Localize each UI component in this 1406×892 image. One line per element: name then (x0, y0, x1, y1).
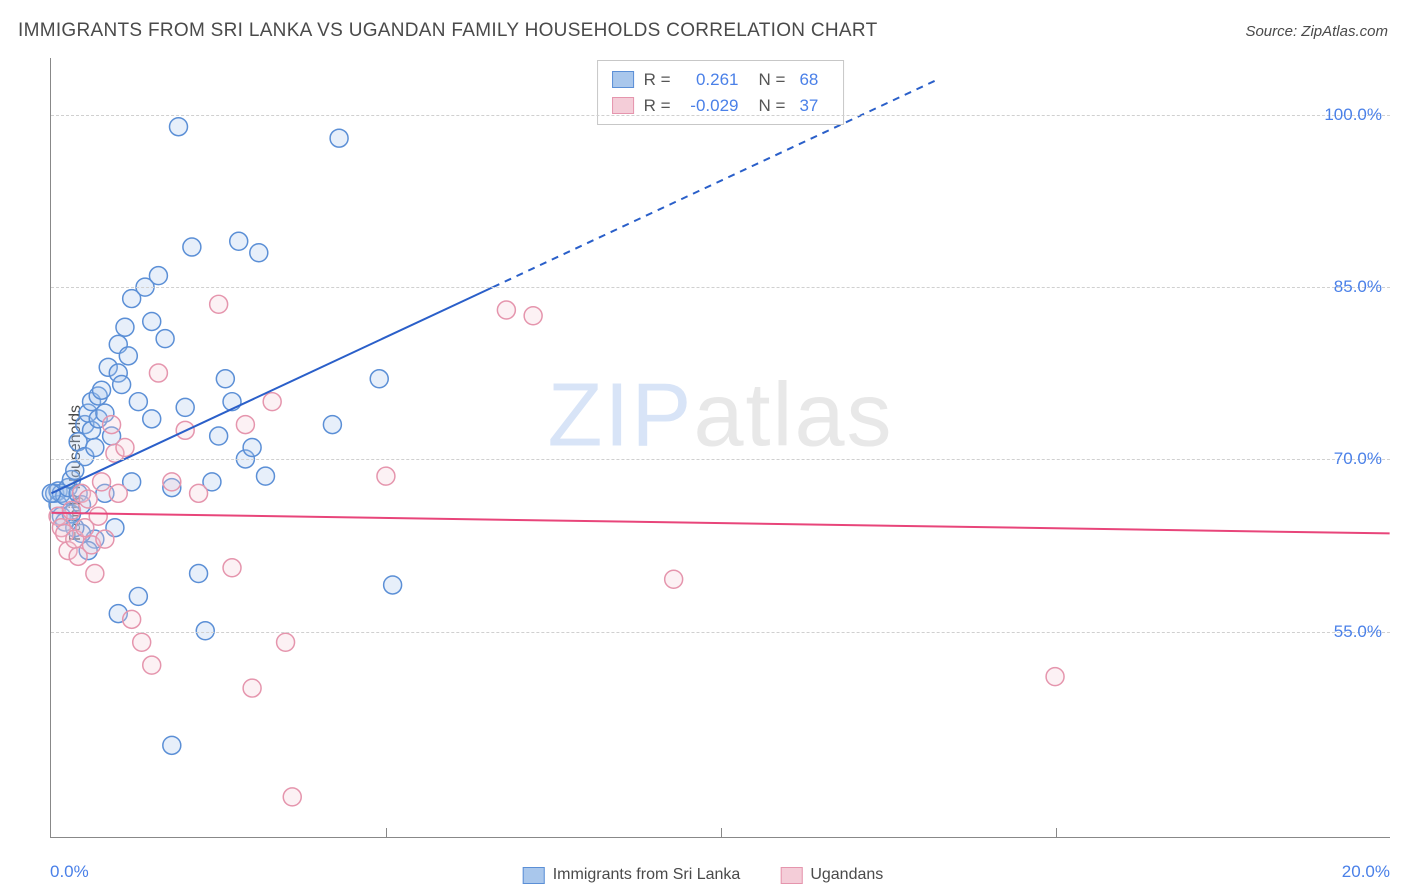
gridline (51, 115, 1390, 116)
data-point (113, 376, 131, 394)
x-tick-label: 20.0% (1342, 862, 1390, 882)
data-point (123, 610, 141, 628)
gridline (51, 287, 1390, 288)
y-tick-label: 100.0% (1324, 105, 1382, 125)
data-point (263, 393, 281, 411)
data-point (109, 484, 127, 502)
data-point (230, 232, 248, 250)
data-point (163, 473, 181, 491)
stat-n-value: 37 (799, 93, 829, 119)
data-point (149, 364, 167, 382)
bottom-legend-item: Immigrants from Sri Lanka (523, 866, 741, 884)
data-point (223, 559, 241, 577)
gridline (51, 459, 1390, 460)
legend-swatch (612, 97, 634, 114)
chart-container: Family Households ZIPatlas R =0.261N =68… (0, 58, 1406, 888)
stat-r-label: R = (644, 67, 671, 93)
y-tick-label: 70.0% (1334, 449, 1382, 469)
data-point (129, 587, 147, 605)
y-tick-label: 55.0% (1334, 622, 1382, 642)
legend-label: Ugandans (810, 866, 883, 884)
data-point (129, 393, 147, 411)
stat-r-label: R = (644, 93, 671, 119)
chart-source: Source: ZipAtlas.com (1245, 23, 1388, 40)
data-point (143, 410, 161, 428)
data-point (96, 530, 114, 548)
data-point (133, 633, 151, 651)
x-tick-mark (721, 828, 722, 838)
gridline (51, 632, 1390, 633)
data-point (210, 295, 228, 313)
data-point (370, 370, 388, 388)
data-point (89, 507, 107, 525)
data-point (143, 312, 161, 330)
data-point (256, 467, 274, 485)
data-point (524, 307, 542, 325)
data-point (665, 570, 683, 588)
data-point (1046, 668, 1064, 686)
data-point (62, 502, 80, 520)
bottom-legend: Immigrants from Sri Lanka Ugandans (523, 866, 884, 884)
chart-title: IMMIGRANTS FROM SRI LANKA VS UGANDAN FAM… (18, 20, 878, 42)
data-point (277, 633, 295, 651)
data-point (384, 576, 402, 594)
trend-line (51, 513, 1389, 534)
data-point (243, 439, 261, 457)
data-point (93, 473, 111, 491)
data-point (156, 330, 174, 348)
x-tick-mark (1056, 828, 1057, 838)
data-point (190, 565, 208, 583)
stat-r-value: -0.029 (681, 93, 739, 119)
data-point (323, 416, 341, 434)
data-point (86, 565, 104, 583)
legend-swatch (612, 71, 634, 88)
data-point (93, 381, 111, 399)
data-point (42, 484, 60, 502)
legend-label: Immigrants from Sri Lanka (553, 866, 741, 884)
legend-swatch (780, 867, 802, 884)
data-point (163, 736, 181, 754)
plot-svg (51, 58, 1390, 837)
data-point (103, 416, 121, 434)
data-point (116, 318, 134, 336)
stat-n-label: N = (759, 67, 786, 93)
chart-header: IMMIGRANTS FROM SRI LANKA VS UGANDAN FAM… (18, 20, 1388, 42)
x-tick-mark (386, 828, 387, 838)
data-point (149, 267, 167, 285)
data-point (216, 370, 234, 388)
data-point (210, 427, 228, 445)
data-point (86, 439, 104, 457)
data-point (170, 118, 188, 136)
data-point (377, 467, 395, 485)
plot-area: ZIPatlas R =0.261N =68R =-0.029N =37 55.… (50, 58, 1390, 838)
data-point (330, 129, 348, 147)
y-tick-label: 85.0% (1334, 277, 1382, 297)
stat-r-value: 0.261 (681, 67, 739, 93)
data-point (143, 656, 161, 674)
data-point (119, 347, 137, 365)
x-tick-label: 0.0% (50, 862, 89, 882)
data-point (190, 484, 208, 502)
stats-legend-row: R = -0.029 N = 37 (612, 93, 830, 119)
stats-legend-row: R = 0.261 N = 68 (612, 67, 830, 93)
data-point (243, 679, 261, 697)
legend-swatch (523, 867, 545, 884)
stat-n-value: 68 (799, 67, 829, 93)
stat-n-label: N = (759, 93, 786, 119)
data-point (250, 244, 268, 262)
data-point (283, 788, 301, 806)
data-point (176, 398, 194, 416)
data-point (183, 238, 201, 256)
data-point (79, 490, 97, 508)
data-point (236, 416, 254, 434)
data-point (116, 439, 134, 457)
bottom-legend-item: Ugandans (780, 866, 883, 884)
data-point (497, 301, 515, 319)
